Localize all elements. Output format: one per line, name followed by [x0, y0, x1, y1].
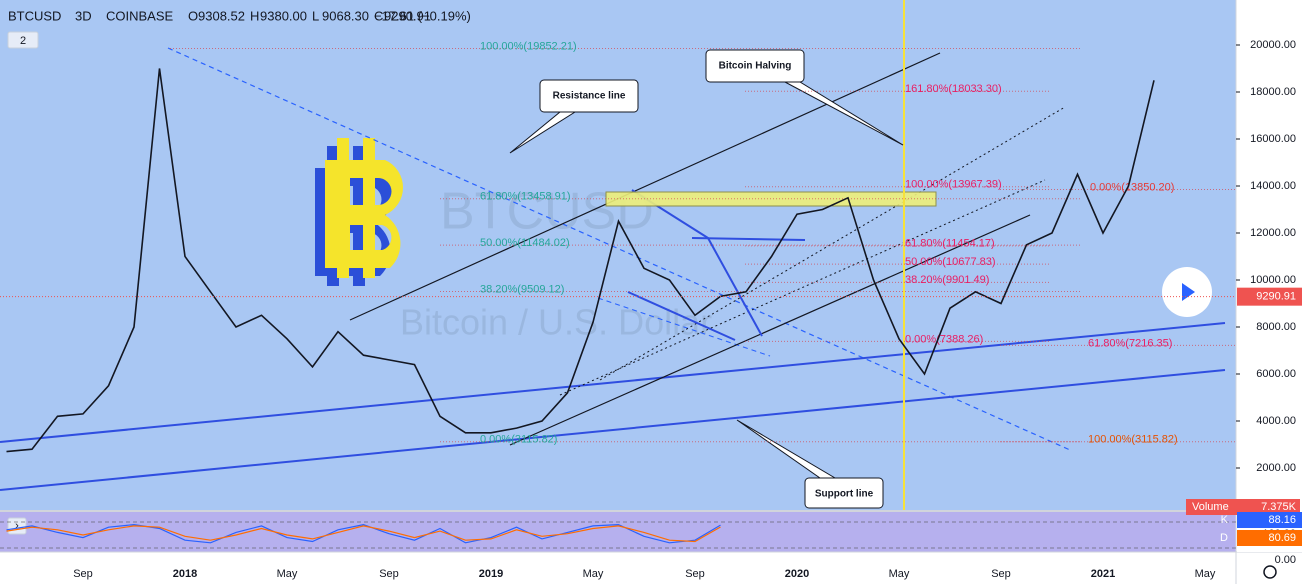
ohlc-value: 9308.52 [198, 8, 245, 23]
annotation: Support line [815, 489, 874, 500]
annotation: Resistance line [553, 91, 626, 102]
ohlc-key: L [312, 8, 319, 23]
fib-label: 61.80%(13458.91) [480, 191, 571, 203]
volume-label: Volume [1192, 501, 1229, 513]
callout: Bitcoin Halving [705, 49, 904, 146]
stoch-tick-label: 0.00 [1275, 554, 1296, 566]
fib-label: 100.00%(3115.82) [1088, 434, 1178, 446]
fib-label: 38.20%(9901.49) [905, 274, 989, 286]
x-tick-label: Sep [73, 568, 93, 580]
callout: Resistance line [509, 79, 639, 154]
fib-label: 50.00%(11484.02) [480, 237, 570, 249]
drawings [0, 0, 1226, 510]
stoch-series-name: D [1220, 532, 1228, 544]
volume-box [1186, 499, 1300, 515]
pane-separator [0, 510, 1236, 512]
stoch-value-box [1237, 512, 1302, 528]
y-tick-label: 6000.00 [1256, 368, 1296, 380]
x-tick-label: Sep [379, 568, 399, 580]
y-tick-label: 20000.00 [1250, 39, 1296, 51]
fib-label: 0.00%(7388.26) [905, 333, 983, 345]
fib-label: 100.00%(19852.21) [480, 40, 577, 52]
settings-button[interactable] [1263, 565, 1277, 579]
collapse-button[interactable] [7, 31, 39, 49]
y-tick-label: 12000.00 [1250, 227, 1296, 239]
price-axis [1237, 0, 1302, 552]
x-tick-label: 2021 [1091, 568, 1115, 580]
price-line [6, 68, 1155, 453]
stoch-value: 88.16 [1268, 514, 1296, 526]
stoch-value: 80.69 [1268, 532, 1296, 544]
fib-label: 0.00%(13850.20) [1090, 181, 1174, 193]
y-tick-label: 4000.00 [1256, 415, 1296, 427]
collapse-button-label[interactable]: 2 [20, 35, 26, 47]
fib-label: 0.00%(3115.82) [480, 434, 557, 446]
y-tick-label: 16000.00 [1250, 133, 1296, 145]
x-tick-label: May [277, 568, 298, 580]
last-price-label: 9290.91 [1256, 291, 1296, 303]
x-tick-label: 2020 [785, 568, 809, 580]
ohlc-value: 9380.00 [260, 8, 307, 23]
ohlc-value: 9068.30 [322, 8, 369, 23]
stoch-value-box [1237, 530, 1302, 546]
x-tick-label: May [889, 568, 910, 580]
symbol: BTCUSD [8, 8, 61, 23]
stoch-series-name: K [1221, 514, 1229, 526]
volume-value: 7.375K [1261, 501, 1297, 513]
bitcoin-logo [315, 138, 404, 286]
fib-label: 100.00%(13967.39) [905, 179, 1002, 191]
fib-label: 61.80%(11454.17) [905, 238, 995, 250]
x-tick-label: 2018 [173, 568, 197, 580]
change: −17.61 (−0.19%) [374, 8, 471, 23]
y-tick-label: 8000.00 [1256, 321, 1296, 333]
ohlc: O 9308.52 H 9380.00 L 9068.30 C 9290.91 [188, 8, 431, 23]
stoch-line [6, 525, 721, 543]
y-tick-label: 18000.00 [1250, 86, 1296, 98]
x-tick-label: Sep [685, 568, 705, 580]
watermark-description: Bitcoin / U.S. Dollar [400, 302, 712, 343]
ohlc-key: O [188, 8, 198, 23]
x-tick-label: May [583, 568, 604, 580]
exchange: COINBASE [106, 8, 174, 23]
x-tick-label: 2019 [479, 568, 503, 580]
last-price-box [1237, 287, 1302, 306]
interval: 3D [75, 8, 92, 23]
fib-label: 50.00%(10677.83) [905, 256, 996, 268]
x-tick-label: May [1195, 568, 1216, 580]
ohlc-key: C [374, 8, 383, 23]
x-tick-label: Sep [991, 568, 1011, 580]
stoch-background [0, 512, 1236, 552]
ohlc-value: 9290.91 [384, 8, 431, 23]
stoch-line [6, 523, 721, 544]
fib-label: 61.80%(7216.35) [1088, 337, 1172, 349]
y-tick-label: 14000.00 [1250, 180, 1296, 192]
callout: Support line [736, 419, 884, 509]
y-tick-label: 10000.00 [1250, 274, 1296, 286]
fib-label: 161.80%(18033.30) [905, 83, 1002, 95]
ohlc-key: H [250, 8, 259, 23]
fib-label: 38.20%(9509.12) [480, 283, 564, 295]
y-tick-label: 2000.00 [1256, 462, 1296, 474]
stoch-button-label[interactable]: › [15, 520, 19, 532]
annotation: Bitcoin Halving [719, 61, 792, 72]
